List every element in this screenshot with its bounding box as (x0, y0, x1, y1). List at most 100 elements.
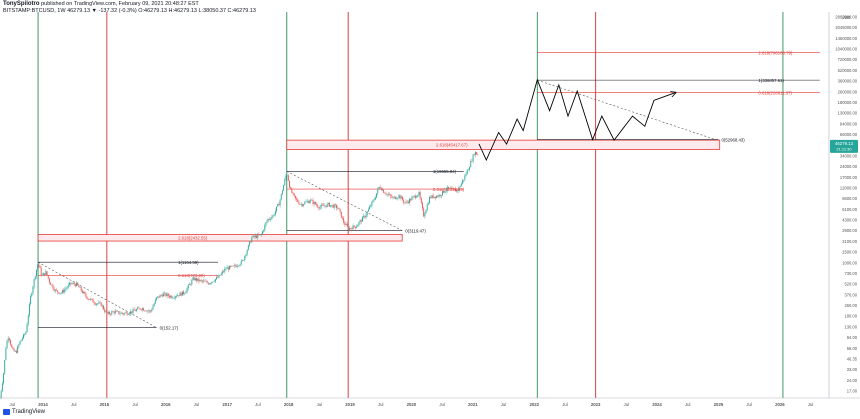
candle (471, 158, 473, 163)
candle-body (374, 197, 376, 200)
candle-body (302, 204, 303, 206)
candle-body (104, 309, 106, 312)
candle (247, 244, 249, 251)
candle-body (430, 197, 432, 198)
candle-body (454, 188, 456, 192)
candle-body (359, 220, 361, 223)
candle (374, 195, 376, 201)
candle-body (121, 312, 123, 314)
candle (112, 310, 114, 313)
candle (437, 194, 439, 198)
candle (256, 233, 258, 239)
candle (111, 310, 113, 316)
price-candles (0, 150, 479, 400)
candle (259, 234, 261, 236)
candle-body (337, 207, 339, 209)
candle (369, 204, 370, 210)
trendline-2 (537, 79, 716, 140)
candle-body (286, 175, 288, 176)
price-tick: 24000.00 (840, 164, 858, 169)
candle (164, 290, 166, 297)
candle (214, 278, 216, 284)
projection-path (478, 78, 676, 162)
candle-body (274, 210, 276, 215)
candle-body (449, 187, 451, 189)
time-tick: 2015 (100, 402, 110, 407)
cycle-vertical-lines (37, 12, 784, 398)
candle-body (227, 267, 229, 270)
candle-body (185, 291, 187, 294)
candle-body (452, 187, 454, 189)
candle (129, 313, 130, 316)
candle (267, 218, 269, 223)
candle-body (132, 309, 134, 313)
candle-body (181, 291, 183, 296)
candle (123, 313, 125, 316)
candle-body (123, 313, 125, 315)
candle-body (99, 302, 101, 304)
candle-body (219, 275, 221, 276)
candle (110, 312, 112, 317)
candle (37, 262, 39, 272)
target-zones (37, 139, 721, 242)
candle (284, 178, 286, 186)
candle-body (376, 193, 378, 198)
candle-body (149, 310, 150, 312)
candle-body (270, 219, 272, 220)
candle-body (180, 292, 182, 296)
candle (1, 380, 3, 393)
candle-body (299, 204, 301, 205)
candle (66, 286, 68, 291)
candle-body (80, 287, 82, 291)
candle-body (370, 205, 372, 207)
candle-body (330, 205, 332, 207)
candle (376, 193, 378, 199)
candle-body (333, 204, 335, 208)
author-name[interactable]: TonySpilotro (3, 1, 40, 7)
candle-body (369, 206, 370, 210)
tradingview-logo[interactable]: TradingView (3, 409, 45, 415)
candle (431, 194, 433, 199)
candle (400, 195, 402, 199)
candle-body (360, 220, 362, 222)
candle-body (283, 185, 285, 191)
candle (84, 291, 86, 295)
candle (194, 277, 196, 282)
candle-body (223, 271, 225, 273)
fib-label-2: 0(152.17) (160, 325, 179, 330)
candle-body (312, 200, 314, 204)
candle (47, 275, 49, 280)
candle (257, 232, 259, 241)
candle (32, 285, 34, 296)
last-price-value: 46279.13 (835, 141, 854, 146)
candle-body (134, 310, 136, 312)
candle (279, 198, 281, 208)
candle-body (350, 228, 352, 229)
candle-body (238, 265, 240, 267)
candle (106, 311, 108, 316)
price-tick: 1500.00 (842, 250, 858, 255)
candle (312, 197, 314, 207)
candle-body (433, 196, 435, 198)
candle-body (310, 199, 312, 202)
candle (433, 196, 435, 199)
candle (243, 259, 245, 261)
candle-body (292, 192, 294, 194)
candle (79, 285, 81, 288)
candle (289, 180, 290, 189)
candle-body (298, 201, 300, 205)
candle-body (159, 295, 161, 298)
time-tick: Jul (624, 402, 630, 407)
candle-body (443, 190, 445, 193)
candle (211, 281, 213, 286)
candle (146, 309, 148, 314)
price-tick: 370.00 (844, 292, 857, 297)
candle-body (414, 195, 416, 198)
candle (263, 229, 265, 234)
candle-body (411, 197, 413, 201)
candle-body (108, 312, 110, 314)
candle-body (463, 179, 465, 181)
candle-body (422, 202, 423, 209)
candle (218, 273, 220, 279)
candle-body (306, 201, 308, 202)
